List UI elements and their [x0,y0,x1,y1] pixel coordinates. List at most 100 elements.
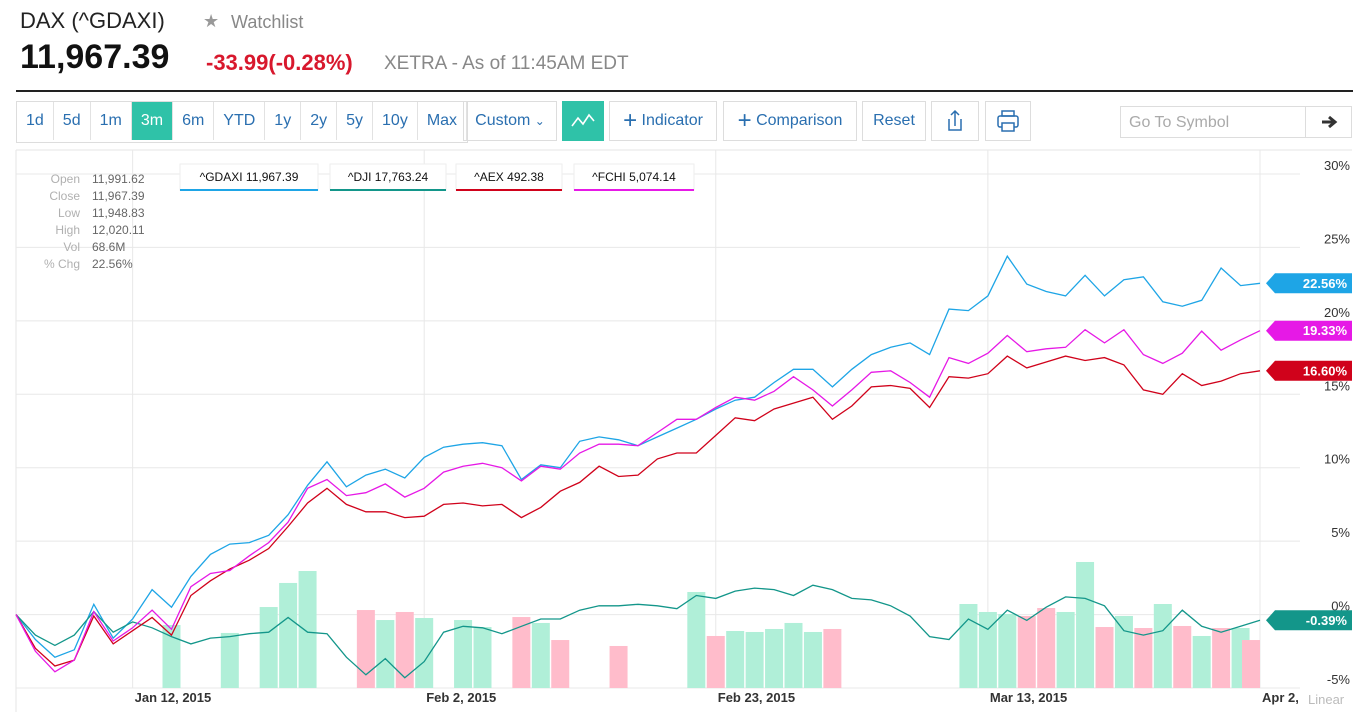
series-line [15,584,1261,679]
range-button[interactable]: 3m [131,102,174,140]
legend-name: ^FCHI [592,170,626,184]
volume-bar [415,618,434,688]
chip-box [329,163,447,191]
legend-chip: ^GDAXI 11,967.39 [179,163,319,191]
range-button[interactable]: 10y [373,102,418,140]
y-tick-label: 20% [1324,305,1350,320]
volume-bar [1017,615,1036,688]
legend-price: 11,967.39 [246,170,299,184]
comparison-label: Comparison [756,112,843,129]
info-value: 11,991.62 [92,172,145,186]
star-icon[interactable]: ★ [203,11,220,31]
volume-bar [1076,561,1095,688]
volume-bar [454,620,473,688]
volume-bar [706,635,725,688]
chip-text: ^GDAXI 11,967.39 [200,170,299,184]
volume-bar [1056,611,1075,688]
legend-price: 17,763.24 [375,170,429,184]
scale-label: Linear [1308,692,1345,707]
comparison-button[interactable]: + Comparison [723,101,857,141]
volume-bar [998,614,1017,688]
y-tick-label: 5% [1331,525,1350,540]
range-button[interactable]: 1d [17,102,54,140]
range-button[interactable]: 2y [301,102,338,140]
volume-bar [376,620,395,688]
y-tick-label: 10% [1324,452,1350,467]
y-tick-label: 30% [1324,158,1350,173]
x-tick-label: Feb 23, 2015 [718,690,795,705]
volume-bar [1242,640,1260,688]
chip-box [455,163,563,191]
go-button[interactable] [1306,106,1352,138]
volume-bar [959,604,978,688]
series-line [15,328,1261,673]
volume-bar [978,611,997,688]
legend-chip: ^DJI 17,763.24 [329,163,447,191]
change-abs: -33.99 [206,50,269,75]
tag-shape [1266,610,1352,631]
volume-bar [395,611,414,688]
x-tick-label: Mar 13, 2015 [990,690,1067,705]
chart-type-button[interactable] [562,101,604,141]
volume-bar [609,645,628,688]
volume-bar [162,624,181,688]
x-tick-label: Feb 2, 2015 [426,690,496,705]
legend-chip: ^AEX 492.38 [455,163,563,191]
x-tick-label: Apr 2, [1262,690,1299,705]
range-button[interactable]: 1y [265,102,302,140]
info-value: 22.56% [92,257,133,271]
watchlist[interactable]: Watchlist [231,12,304,32]
last-value-tag: -0.39% [1266,610,1352,631]
last-value-tag: 22.56% [1266,273,1352,294]
info-label: Low [58,206,80,220]
volume-bar [745,631,764,688]
volume-bar [1212,628,1231,688]
custom-label: Custom [475,112,531,129]
volume-bar [1192,635,1211,688]
volume-bar [823,628,842,688]
volume-bar [1114,615,1133,688]
legend-name: ^GDAXI [200,170,243,184]
volume-bar [1095,627,1114,688]
volume-bar [512,617,531,688]
x-tick-label: Jan 12, 2015 [135,690,212,705]
symbol-search[interactable]: Go To Symbol [1120,106,1306,138]
print-icon [997,110,1019,132]
change: -33.99(-0.28%) [206,50,353,76]
volume-bar [687,591,706,688]
symbol: DAX (^GDAXI) [20,8,165,33]
range-button[interactable]: Max [418,102,468,140]
last-value-tag: 19.33% [1266,320,1352,341]
share-button[interactable] [931,101,979,141]
tag-label: -0.39% [1306,613,1348,628]
print-button[interactable] [985,101,1031,141]
custom-button[interactable]: Custom ⌄ [463,101,557,141]
arrow-icon [1322,115,1338,129]
indicator-button[interactable]: + Indicator [609,101,717,141]
legend-chip: ^FCHI 5,074.14 [573,163,695,191]
tag-shape [1266,360,1352,381]
info-label: Close [49,189,80,203]
reset-button[interactable]: Reset [862,101,926,141]
volume-bar [1037,608,1056,688]
info-label: Open [51,172,80,186]
volume-bar [259,607,278,688]
chip-text: ^FCHI 5,074.14 [592,170,676,184]
range-button[interactable]: 1m [91,102,132,140]
chip-text: ^AEX 492.38 [474,170,544,184]
info-label: Vol [63,240,80,254]
volume-bar [473,627,492,688]
range-selector: 1d 5d 1m 3m 6m YTD 1y 2y 5y 10y Max [16,101,469,143]
volume-bar [1153,604,1172,688]
volume-bar [220,632,239,688]
info-value: 11,948.83 [92,206,145,220]
range-button[interactable]: YTD [214,102,266,140]
range-button[interactable]: 5y [337,102,374,140]
tag-shape [1266,320,1352,341]
range-button[interactable]: 6m [173,102,215,140]
indicator-label: Indicator [641,112,703,129]
tag-label: 22.56% [1303,276,1348,291]
tag-label: 19.33% [1303,323,1348,338]
range-button[interactable]: 5d [54,102,91,140]
